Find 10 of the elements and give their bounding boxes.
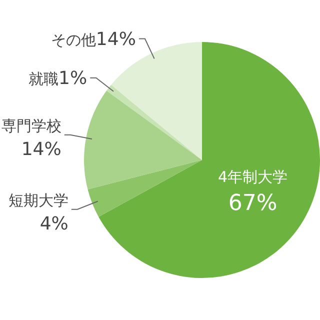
slice-label: 4年制大学: [218, 168, 288, 186]
slice-label: 短期大学: [8, 191, 68, 210]
slice-label: その他: [50, 30, 96, 49]
data-label: 14%: [21, 138, 62, 160]
data-label: 14%: [96, 28, 136, 50]
slice-label: 就職: [28, 70, 59, 88]
slice-label: 専門学校: [1, 116, 62, 135]
data-label: 1%: [58, 68, 88, 89]
data-label: 4%: [40, 213, 68, 234]
data-label: 67%: [228, 191, 278, 216]
